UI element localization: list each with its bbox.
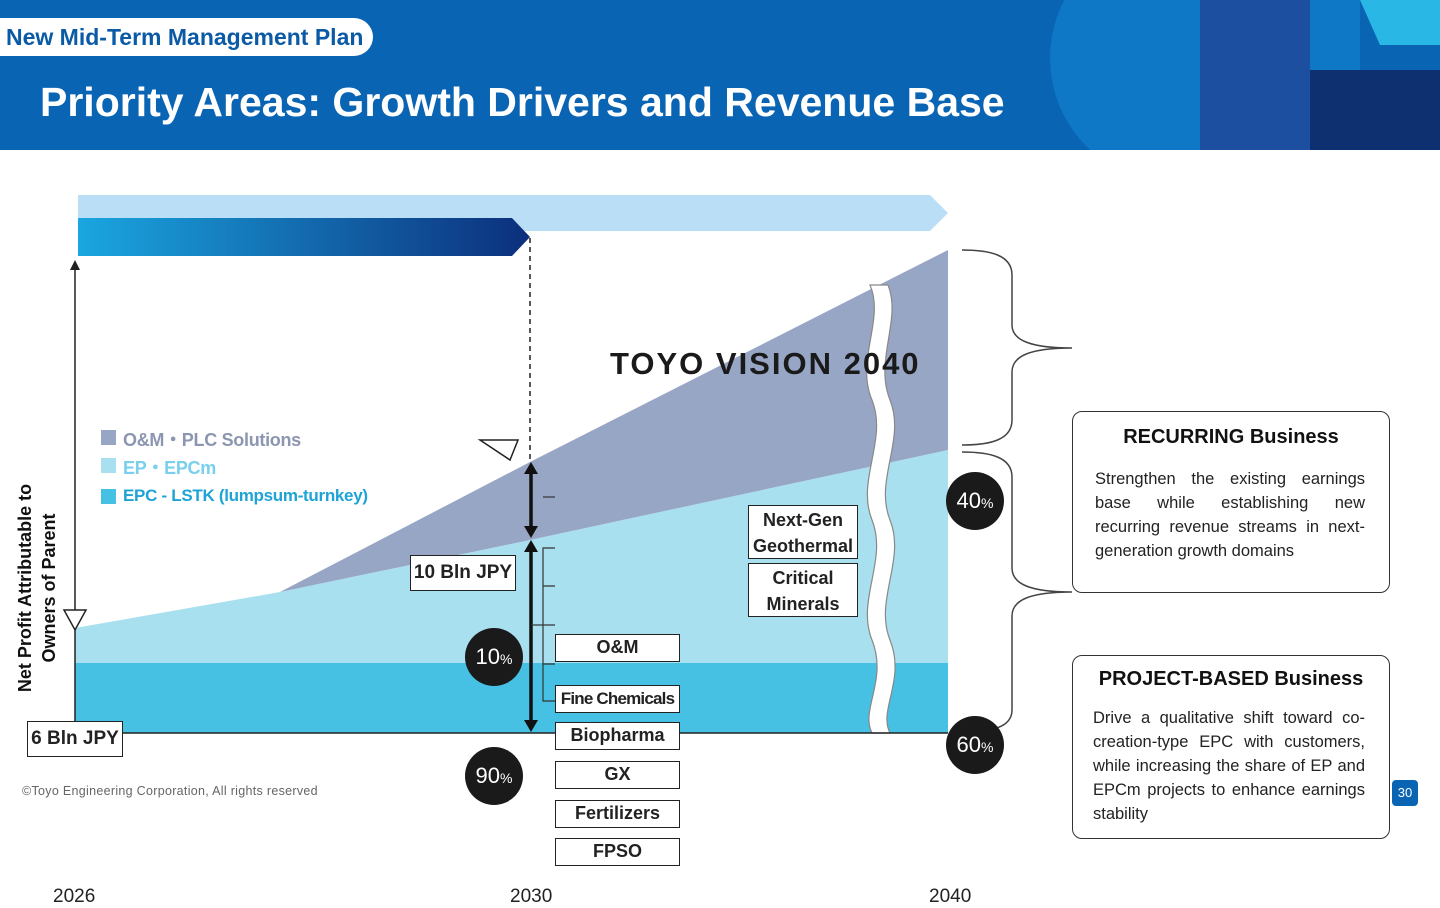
percent-sign: % xyxy=(981,495,994,511)
recurring-callout: RECURRING Business Strengthen the existi… xyxy=(1072,411,1390,593)
section-tag: New Mid-Term Management Plan xyxy=(0,18,374,56)
domain-gx: GX xyxy=(555,761,680,789)
domain-next-gen-geothermal: Next-Gen Geothermal xyxy=(748,505,858,559)
percent-sign: % xyxy=(981,739,994,755)
share-project-2030-value: 90 xyxy=(475,763,501,788)
share-recurring-2040: 40% xyxy=(946,472,1004,530)
growth-chart: TOYO VISION 2040 New Mid-Term Management… xyxy=(0,150,1440,907)
y-axis-label-line2: Owners of Parent xyxy=(39,513,59,663)
area-epc-lstk xyxy=(75,663,948,733)
plan-banner-label: New Mid-Term Management Plan xyxy=(115,374,457,399)
y-axis-arrowhead xyxy=(70,260,80,270)
legend-swatch-om xyxy=(101,430,116,445)
legend-label-epc: EPC - LSTK (lumpsum-turnkey) xyxy=(123,486,368,505)
area-om-plc xyxy=(280,250,948,592)
page-number: 30 xyxy=(1392,780,1418,806)
project-text: Drive a qualitative shift toward co-crea… xyxy=(1093,709,1365,823)
header-banner: New Mid-Term Management Plan Priority Ar… xyxy=(0,0,1440,150)
percent-sign: % xyxy=(500,651,513,667)
header-decoration xyxy=(1050,0,1440,150)
recurring-text: Strengthen the existing earnings base wh… xyxy=(1095,470,1365,560)
year-2030: 2030 xyxy=(510,886,553,907)
domain-om: O&M xyxy=(555,634,680,662)
domain-fine-chemicals: Fine Chemicals xyxy=(555,685,680,713)
project-brace xyxy=(961,451,1073,733)
value-label-2030: 10 Bln JPY xyxy=(410,555,516,591)
value-label-2026: 6 Bln JPY xyxy=(27,721,123,757)
share-recurring-2040-value: 40 xyxy=(956,488,982,513)
recurring-brace xyxy=(961,249,1073,446)
share-recurring-2030-value: 10 xyxy=(475,644,501,669)
domain-critical-minerals: Critical Minerals xyxy=(748,563,858,617)
legend-swatch-epc xyxy=(101,489,116,504)
share-project-2040: 60% xyxy=(946,716,1004,774)
share-project-2040-value: 60 xyxy=(956,732,982,757)
recurring-title: RECURRING Business xyxy=(1123,426,1339,448)
vision-logo: TOYO VISION 2040 xyxy=(610,346,921,381)
project-title: PROJECT-BASED Business xyxy=(1098,668,1364,690)
year-2040: 2040 xyxy=(929,886,972,907)
legend-label-ep: EP・EPCm xyxy=(123,458,216,478)
y-axis-label: Net Profit Attributable to Owners of Par… xyxy=(13,458,61,718)
share-recurring-2030: 10% xyxy=(465,628,523,686)
domain-fertilizers: Fertilizers xyxy=(555,800,680,828)
copyright-footer: ©Toyo Engineering Corporation, All right… xyxy=(22,784,318,798)
year-2026: 2026 xyxy=(53,886,96,907)
plan-arrow xyxy=(78,218,530,256)
project-callout: PROJECT-BASED Business Drive a qualitati… xyxy=(1072,655,1390,839)
page-title: Priority Areas: Growth Drivers and Reven… xyxy=(40,79,1005,125)
legend-swatch-ep xyxy=(101,458,116,473)
legend-label-om: O&M・PLC Solutions xyxy=(123,430,301,450)
percent-sign: % xyxy=(500,770,513,786)
domain-fpso: FPSO xyxy=(555,838,680,866)
share-project-2030: 90% xyxy=(465,747,523,805)
domain-biopharma: Biopharma xyxy=(555,722,680,750)
y-axis-label-line1: Net Profit Attributable to xyxy=(15,483,35,693)
